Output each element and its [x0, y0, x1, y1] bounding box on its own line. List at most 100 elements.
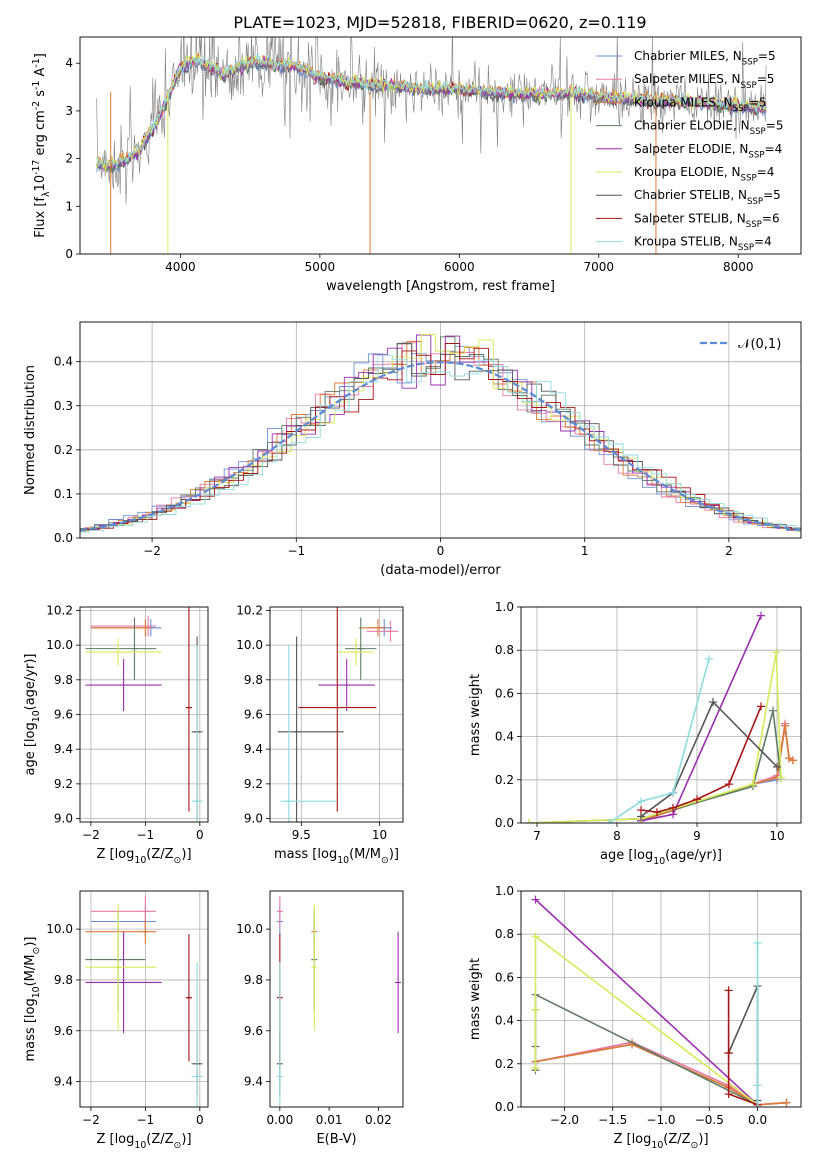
mass_vs_EBV-xtick-label-1: 0.01	[316, 1113, 343, 1127]
residuals-frame	[79, 321, 802, 539]
spectrum-ytick-label-2: 2	[65, 152, 73, 166]
massweight_vs_age-series-0	[640, 725, 794, 822]
massweight_vs_age-marker-7-3	[693, 795, 701, 804]
legend-label-3: Chabrier ELODIE, NSSP=5	[634, 119, 783, 138]
mass_vs_EBV-ytick-label-3: 10.0	[236, 922, 263, 936]
legend-label-2: Kroupa MILES, NSSP=5	[634, 95, 767, 114]
spectrum-xtick-label-4: 8000	[723, 260, 754, 274]
mass_vs_EBV-xtick-label-2: 0.02	[365, 1113, 392, 1127]
residuals-ytick-label-4: 0.4	[54, 355, 73, 369]
age_vs_mass-ytick-label-2: 9.4	[244, 742, 263, 756]
residuals-xtick-label-3: 1	[581, 544, 589, 558]
massweight_vs_Z-ytick-label-3: 0.6	[495, 970, 514, 984]
massweight_vs_age-marker-8-1	[637, 797, 645, 806]
legend-label-7: Salpeter STELIB, NSSP=6	[634, 211, 780, 230]
massweight_vs_Z-marker-7-0	[724, 986, 733, 995]
age_vs_Z-ylabel: age [log10(age/yr)]	[23, 654, 42, 776]
age_vs_mass-ytick-label-1: 9.2	[244, 777, 263, 791]
residual-histogram-8	[80, 354, 801, 533]
massweight_vs_age-marker-3-3	[769, 706, 777, 715]
age_vs_Z-ytick-label-0: 9.0	[54, 812, 73, 826]
age_vs_Z-ytick-label-1: 9.2	[54, 777, 73, 791]
residuals-ylabel: Normed distribution	[23, 365, 38, 495]
massweight_vs_Z-series-4	[534, 899, 759, 1106]
figure-title: PLATE=1023, MJD=52818, FIBERID=0620, z=0…	[233, 13, 646, 32]
massweight_vs_age-xtick-label-2: 9	[693, 829, 701, 843]
massweight_vs_Z-ytick-label-5: 1.0	[495, 884, 514, 898]
massweight_vs_age-marker-8-2	[669, 788, 677, 797]
age_vs_mass-ytick-label-0: 9.0	[244, 812, 263, 826]
legend-label-5: Kroupa ELODIE, NSSP=4	[634, 165, 774, 184]
mass_vs_EBV-ytick-label-2: 9.8	[244, 973, 263, 987]
age_vs_Z-ytick-label-5: 10.0	[46, 638, 73, 652]
age_vs_Z-ytick-label-3: 9.6	[54, 708, 73, 722]
mass_vs_Z-plot-area	[85, 896, 203, 1107]
massweight_vs_age-ytick-label-0: 0.0	[495, 816, 514, 830]
age_vs_Z-plot-area	[85, 607, 203, 822]
age_vs_mass-ytick-label-5: 10.0	[236, 638, 263, 652]
mass_vs_Z-ytick-label-1: 9.6	[54, 1024, 73, 1038]
massweight_vs_age-marker-7-1	[653, 808, 661, 817]
mass_vs_EBV-xtick-label-0: 0.00	[266, 1113, 293, 1127]
massweight_vs_Z-marker-7-2	[724, 1090, 733, 1099]
spectrum-frame	[79, 36, 802, 255]
massweight_vs_Z-frame	[520, 890, 802, 1108]
massweight_vs_age-xtick-label-1: 8	[613, 829, 621, 843]
mass_vs_EBV-ytick-label-1: 9.6	[244, 1024, 263, 1038]
massweight_vs_Z-marker-7-1	[724, 1049, 733, 1057]
massweight_vs_age-marker-2-3	[781, 721, 789, 730]
age_vs_Z-ytick-label-4: 9.8	[54, 673, 73, 687]
age_vs_Z-ytick-label-6: 10.2	[46, 603, 73, 617]
spectrum-ytick-label-1: 1	[65, 199, 73, 213]
residual-histogram-7	[80, 343, 801, 533]
massweight_vs_Z-marker-5-2	[531, 932, 540, 941]
massweight_vs_Z-marker-2-4	[782, 1098, 791, 1107]
massweight_vs_Z-series-6	[727, 985, 759, 1101]
residuals-ytick-label-2: 0.2	[54, 443, 73, 457]
mass_vs_EBV-xlabel: E(B-V)	[316, 1132, 356, 1147]
massweight_vs_age-marker-7-0	[637, 806, 645, 815]
massweight_vs_age-marker-2-4	[785, 754, 793, 763]
massweight_vs_Z-ytick-label-4: 0.8	[495, 927, 514, 941]
age_vs_Z-xlabel: Z [log10(Z/Z⊙)]	[96, 847, 191, 866]
massweight_vs_Z-marker-4-0	[531, 895, 540, 904]
mass_vs_Z-xtick-label-0: −2	[82, 1113, 100, 1127]
massweight_vs_age-marker-8-3	[705, 654, 713, 663]
mass_vs_Z-frame	[79, 890, 209, 1108]
massweight_vs_age-ytick-label-2: 0.4	[495, 730, 514, 744]
massweight_vs_Z-ytick-label-0: 0.0	[495, 1100, 514, 1114]
massweight_vs_age-ylabel: mass weight	[468, 674, 483, 756]
legend-label-0: Chabrier MILES, NSSP=5	[634, 49, 776, 68]
residual-histogram-5	[80, 334, 801, 532]
massweight_vs_Z-series-3	[534, 993, 758, 1106]
residuals-xtick-label-4: 2	[725, 544, 733, 558]
massweight_vs_Z-xtick-label-2: −1.0	[646, 1113, 675, 1127]
massweight_vs_Z-plot-area	[531, 895, 791, 1107]
massweight_vs_age-plot-area	[525, 611, 797, 823]
mass_vs_Z-ytick-label-2: 9.8	[54, 973, 73, 987]
massweight_vs_age-series-1	[640, 723, 794, 822]
spectrum-ytick-label-0: 0	[65, 247, 73, 261]
massweight_vs_age-xtick-label-0: 7	[533, 829, 541, 843]
massweight_vs_age-marker-6-2	[709, 698, 717, 707]
massweight_vs_Z-xtick-label-4: 0.0	[748, 1113, 767, 1127]
age_vs_mass-xtick-label-1: 10	[372, 828, 387, 842]
massweight_vs_Z-ylabel: mass weight	[468, 958, 483, 1040]
massweight_vs_age-marker-2-5	[789, 756, 797, 765]
massweight_vs_age-ytick-label-3: 0.6	[495, 686, 514, 700]
residual-legend-label: 𝒩(0,1)	[738, 337, 781, 352]
age_vs_mass-ytick-label-6: 10.2	[236, 603, 263, 617]
mass_vs_Z-xtick-label-2: 0	[196, 1113, 204, 1127]
massweight_vs_age-marker-7-4	[725, 780, 733, 789]
massweight_vs_age-marker-5-2	[749, 780, 757, 789]
spectrum-xtick-label-1: 5000	[305, 260, 336, 274]
massweight_vs_Z-marker-5-1	[531, 1005, 540, 1014]
massweight_vs_age-xtick-label-3: 10	[769, 829, 784, 843]
mass_vs_Z-ytick-label-0: 9.4	[54, 1075, 73, 1089]
massweight_vs_Z-xtick-label-3: −0.5	[695, 1113, 724, 1127]
massweight_vs_Z-ytick-label-2: 0.4	[495, 1014, 514, 1028]
mass_vs_EBV-ytick-label-0: 9.4	[244, 1075, 263, 1089]
massweight_vs_age-ytick-label-4: 0.8	[495, 643, 514, 657]
massweight_vs_Z-series-5	[534, 934, 759, 1106]
massweight_vs_Z-marker-8-1	[753, 1081, 762, 1090]
